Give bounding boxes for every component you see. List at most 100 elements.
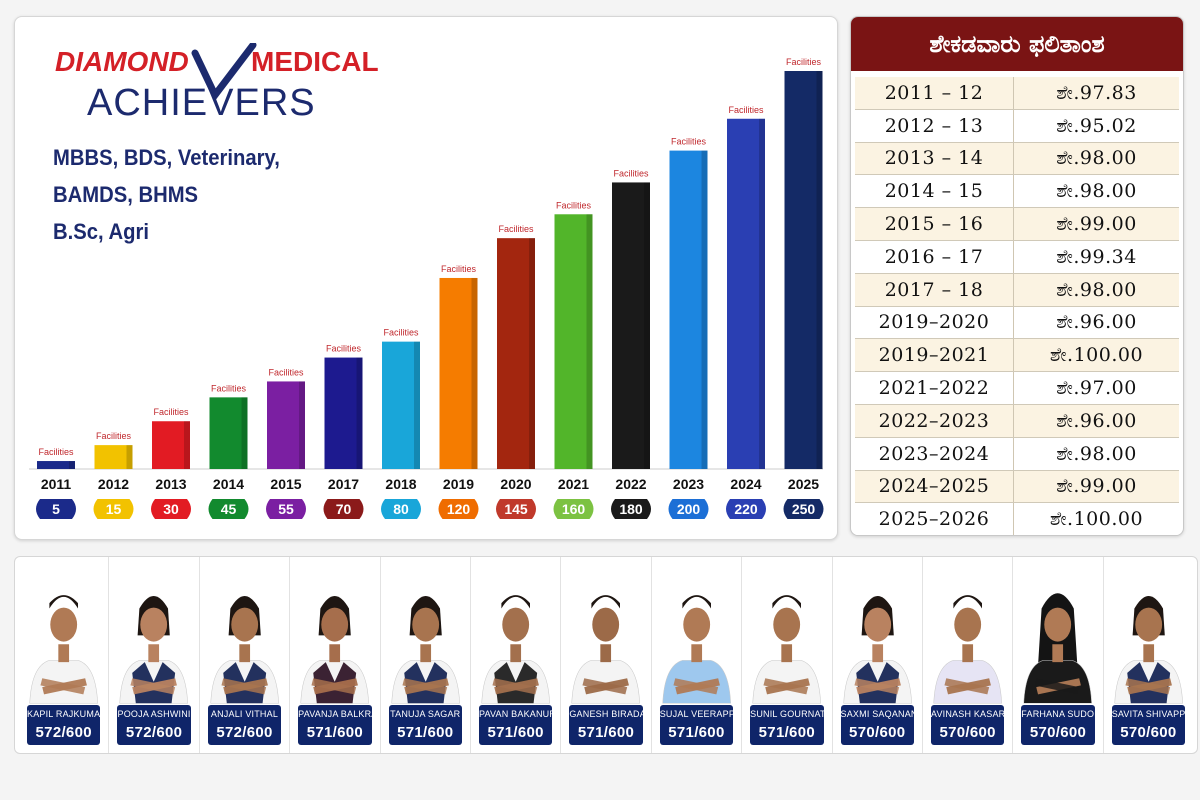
data-label: 120 <box>447 501 471 517</box>
bar-annotation: Facilities <box>728 105 764 115</box>
course-line: MBBS, BDS, Veterinary, <box>53 145 280 170</box>
value-badge <box>323 499 364 519</box>
name-plate: SAXMI SAQANAND 570/600 <box>840 705 914 745</box>
bar <box>37 461 75 469</box>
x-tick-label: 2022 <box>615 476 646 492</box>
result-cell: ಶೇ.96.00 <box>1056 409 1137 432</box>
student-photo <box>470 572 561 704</box>
achiever-name: FARHANA SUDODIN <box>1021 709 1095 719</box>
table-row: 2024–2025 ಶೇ.99.00 <box>855 470 1179 504</box>
achiever-score: 572/600 <box>35 724 92 741</box>
bar-annotation: Facilities <box>441 264 477 274</box>
student-photo <box>290 572 380 704</box>
value-badge <box>36 499 76 519</box>
data-label: 145 <box>504 501 528 517</box>
achiever-score: 570/600 <box>849 724 906 741</box>
achiever-score: 571/600 <box>487 724 544 741</box>
achiever-card: GANESH BIRADAR 571/600 <box>561 557 652 753</box>
results-table: ಶೇಕಡವಾರು ಫಲಿತಾಂಶ 2011 – 12 ಶೇ.97.83 2012 –… <box>850 16 1184 536</box>
bar-annotation: Facilities <box>786 57 822 67</box>
data-label: 55 <box>278 501 294 517</box>
year-cell: 2022–2023 <box>855 404 1014 437</box>
data-label: 250 <box>792 501 816 517</box>
achiever-score: 570/600 <box>1029 724 1087 741</box>
x-tick-label: 2013 <box>155 476 186 492</box>
value-badge <box>266 499 306 519</box>
bar <box>324 357 363 469</box>
year-cell: 2015 – 16 <box>855 208 1014 240</box>
result-cell: ಶೇ.95.02 <box>1056 114 1137 137</box>
x-tick-label: 2020 <box>500 476 531 492</box>
bar <box>554 214 593 469</box>
student-photo <box>651 572 742 704</box>
bar-annotation: Facilities <box>498 224 534 234</box>
achiever-card: SUNIL GOURNATH 571/600 <box>742 557 833 753</box>
x-tick-label: 2015 <box>270 476 301 492</box>
table-row: 2022–2023 ಶೇ.96.00 <box>855 404 1179 438</box>
bar-annotation: Facilities <box>96 431 132 441</box>
bar-shade <box>414 341 420 469</box>
bar-shade <box>299 381 305 469</box>
achiever-card: PAVANJA BALKRATTI 571/600 <box>290 557 381 753</box>
achiever-score: 570/600 <box>939 724 996 741</box>
achiever-card: TANUJA SAGAR 571/600 <box>380 557 471 753</box>
value-badge <box>438 499 479 519</box>
bar-annotation: Facilities <box>38 447 74 457</box>
bar-shade <box>759 118 765 469</box>
table-row: 2025–2026 ಶೇ.100.00 <box>855 503 1179 535</box>
bar-annotation: Facilities <box>671 137 707 147</box>
name-plate: FARHANA SUDODIN 570/600 <box>1021 705 1095 745</box>
achiever-name: SUJAL VEERAPPA <box>659 709 734 719</box>
achiever-score: 571/600 <box>668 724 725 741</box>
table-row: 2011 – 12 ಶೇ.97.83 <box>855 77 1179 110</box>
result-cell: ಶೇ.97.83 <box>1056 81 1137 104</box>
x-tick-label: 2017 <box>328 476 359 492</box>
achiever-card: AVINASH KASARMATH 570/600 <box>922 557 1014 753</box>
achiever-name: PAVAN BAKANUR <box>478 709 553 719</box>
bar-shade <box>816 71 823 469</box>
x-tick-label: 2024 <box>730 476 761 492</box>
achiever-score: 571/600 <box>397 724 454 741</box>
year-cell: 2021–2022 <box>855 372 1014 404</box>
year-cell: 2016 – 17 <box>855 240 1014 273</box>
brand-tagline: ACHIEVERS <box>87 82 316 124</box>
name-plate: AVINASH KASARMATH 570/600 <box>930 705 1005 745</box>
value-badge <box>151 499 191 519</box>
achiever-card: KAPIL RAJKUMAR 572/600 <box>19 557 110 753</box>
bar <box>497 238 535 469</box>
bar-annotation: Facilities <box>326 344 362 354</box>
student-photo <box>1013 572 1103 704</box>
data-label: 45 <box>221 501 237 517</box>
name-plate: TANUJA SAGAR 571/600 <box>388 705 462 745</box>
brand-name-part2: MEDICAL <box>251 46 379 77</box>
achiever-name: SUNIL GOURNATH <box>750 709 823 719</box>
brand-logo: DIAMOND MEDICAL ACHIEVERS <box>55 43 379 124</box>
name-plate: ANJALI VITHAL 572/600 <box>207 705 282 745</box>
bar-shade <box>471 277 478 469</box>
achiever-name: ANJALI VITHAL <box>210 709 279 719</box>
x-tick-label: 2014 <box>213 476 244 492</box>
name-plate: KAPIL RAJKUMAR 572/600 <box>27 705 101 745</box>
result-cell: ಶೇ.99.34 <box>1056 245 1137 268</box>
achiever-name: KAPIL RAJKUMAR <box>27 709 101 719</box>
achiever-name: SAVITA SHIVAPPA <box>1111 709 1186 719</box>
student-photo <box>19 572 109 704</box>
table-row: 2014 – 15 ಶೇ.98.00 <box>855 175 1179 209</box>
student-photo <box>922 572 1013 704</box>
data-label: 30 <box>163 501 179 517</box>
achiever-card: POOJA ASHWINI 572/600 <box>109 557 200 753</box>
achiever-name: PAVANJA BALKRATTI <box>298 709 372 719</box>
results-table-title: ಶೇಕಡವಾರು ಫಲಿತಾಂಶ <box>851 17 1183 71</box>
table-row: 2012 – 13 ಶೇ.95.02 <box>855 109 1179 143</box>
result-cell: ಶೇ.98.00 <box>1056 278 1137 301</box>
data-label: 200 <box>677 501 701 517</box>
year-cell: 2023–2024 <box>855 437 1014 470</box>
table-row: 2021–2022 ಶೇ.97.00 <box>855 372 1179 405</box>
table-row: 2015 – 16 ಶೇ.99.00 <box>855 208 1179 241</box>
checkmark-icon <box>191 43 257 102</box>
bar-shade <box>701 150 708 469</box>
year-cell: 2019–2020 <box>855 306 1014 339</box>
achievers-list: KAPIL RAJKUMAR 572/600 POOJA ASHWINI 572… <box>15 557 1197 753</box>
bar <box>727 118 765 469</box>
table-row: 2013 – 14 ಶೇ.98.00 <box>855 142 1179 176</box>
